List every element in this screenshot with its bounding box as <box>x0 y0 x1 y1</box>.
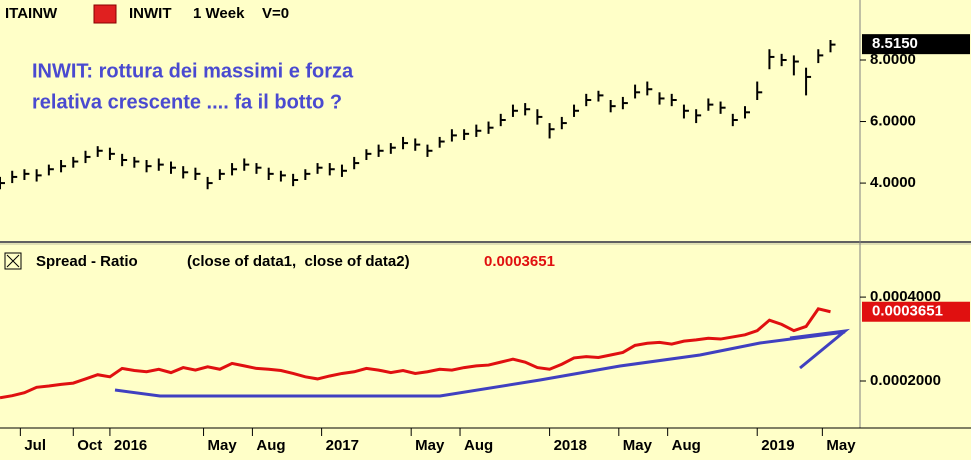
indicator-value: 0.0003651 <box>484 253 555 270</box>
symbol-icon[interactable] <box>93 4 117 24</box>
last-price-label: 8.5150 <box>872 35 918 52</box>
y-tick-label: 8.0000 <box>870 51 916 68</box>
x-tick-label: Aug <box>256 437 285 454</box>
x-tick-label: 2016 <box>114 437 147 454</box>
ratio-line <box>0 307 831 400</box>
x-tick-label: Aug <box>672 437 701 454</box>
interval: 1 Week <box>193 5 245 22</box>
annotation: relativa crescente .... fa il botto ? <box>32 91 342 113</box>
x-tick-label: Jul <box>24 437 46 454</box>
last-value-label: 0.0003651 <box>872 303 943 320</box>
x-tick-label: Oct <box>77 437 102 454</box>
y-tick-label: 0.0002000 <box>870 372 941 389</box>
y-tick-label: 0.0004000 <box>870 288 941 305</box>
annotation: INWIT: rottura dei massimi e forza <box>32 60 354 82</box>
x-tick-label: Aug <box>464 437 493 454</box>
x-tick-label: 2018 <box>554 437 587 454</box>
volume-label: V=0 <box>262 5 289 22</box>
indicator-inputs: (close of data1, close of data2) <box>187 253 410 270</box>
x-tick-label: 2019 <box>761 437 794 454</box>
y-tick-label: 4.0000 <box>870 174 916 191</box>
x-tick-label: May <box>623 437 653 454</box>
drawn-trendline <box>114 328 850 398</box>
x-tick-label: May <box>826 437 856 454</box>
close-icon <box>6 254 20 268</box>
x-tick-label: May <box>415 437 445 454</box>
instrument: INWIT <box>129 5 172 22</box>
y-tick-label: 6.0000 <box>870 113 916 130</box>
x-tick-label: 2017 <box>326 437 359 454</box>
last-price-box <box>862 34 970 55</box>
close-indicator-button[interactable] <box>4 252 22 270</box>
x-tick-label: May <box>208 437 238 454</box>
indicator-title: Spread - Ratio <box>36 253 138 270</box>
symbol: ITAINW <box>5 5 58 22</box>
last-value-box <box>862 301 970 322</box>
